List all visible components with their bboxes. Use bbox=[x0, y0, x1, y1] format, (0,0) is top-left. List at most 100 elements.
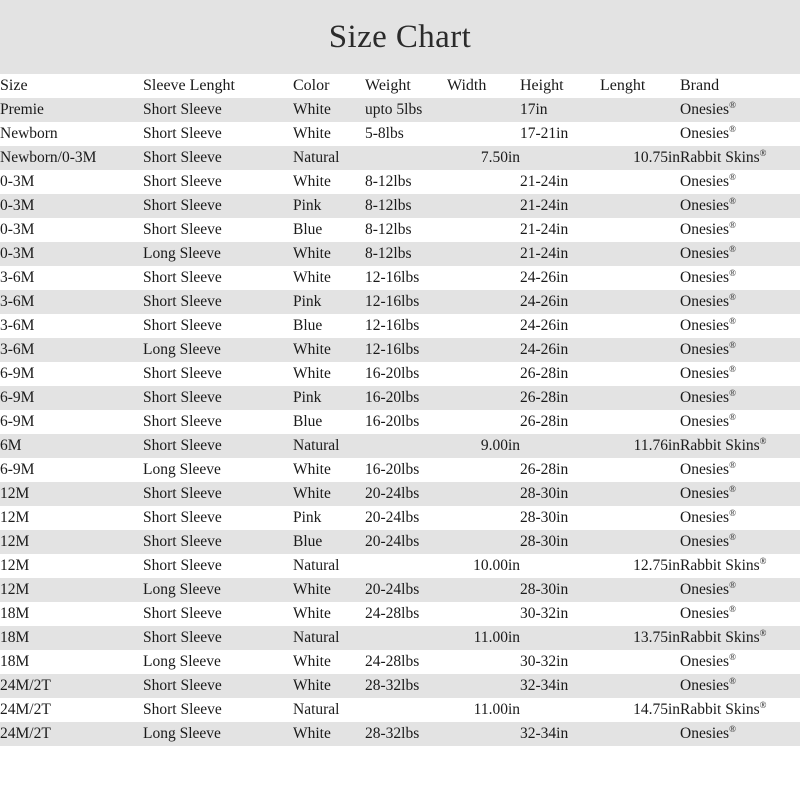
cell-lenght: 10.75in bbox=[633, 149, 680, 166]
cell-size: 18M bbox=[0, 605, 30, 622]
cell-height: 28-30in bbox=[520, 485, 569, 502]
registered-trademark-icon: ® bbox=[729, 603, 736, 614]
cell-size: Premie bbox=[0, 101, 44, 118]
registered-trademark-icon: ® bbox=[729, 267, 736, 278]
cell-brand: Onesies® bbox=[680, 411, 736, 430]
table-row: 3-6M Short Sleeve White 12-16lbs 24-26in Ones… bbox=[0, 266, 800, 290]
cell-brand: Onesies® bbox=[680, 675, 736, 694]
table-row: 18M Short Sleeve White 24-28lbs 30-32in Onesi… bbox=[0, 602, 800, 626]
cell-height bbox=[520, 146, 600, 170]
cell-width bbox=[447, 362, 520, 386]
cell-height: 21-24in bbox=[520, 173, 569, 190]
table-body: Premie Short Sleeve White upto 5lbs 17in Ones… bbox=[0, 98, 800, 746]
cell-size: Newborn/0-3M bbox=[0, 149, 97, 166]
cell-color: Blue bbox=[293, 317, 323, 334]
table-header: Size Sleeve Lenght Color Weight Width He… bbox=[0, 74, 800, 98]
registered-trademark-icon: ® bbox=[759, 699, 767, 710]
column-header-size: Size bbox=[0, 77, 28, 94]
column-header-height: Height bbox=[520, 77, 564, 94]
cell-height: 32-34in bbox=[520, 725, 569, 742]
registered-trademark-icon: ® bbox=[759, 147, 767, 158]
cell-weight: 12-16lbs bbox=[365, 317, 420, 334]
cell-width: 7.50in bbox=[480, 149, 520, 166]
cell-height: 17-21in bbox=[520, 125, 569, 142]
column-header-color: Color bbox=[293, 77, 330, 94]
cell-height: 17in bbox=[520, 101, 548, 118]
cell-lenght bbox=[600, 722, 680, 746]
cell-size: 6-9M bbox=[0, 389, 35, 406]
cell-size: 0-3M bbox=[0, 173, 35, 190]
cell-weight: 16-20lbs bbox=[365, 413, 420, 430]
cell-brand: Onesies® bbox=[680, 123, 736, 142]
cell-lenght bbox=[600, 290, 680, 314]
cell-brand: Onesies® bbox=[680, 459, 736, 478]
cell-size: 3-6M bbox=[0, 341, 35, 358]
cell-width bbox=[447, 122, 520, 146]
cell-color: White bbox=[293, 461, 331, 478]
cell-lenght bbox=[600, 314, 680, 338]
cell-size: 0-3M bbox=[0, 197, 35, 214]
registered-trademark-icon: ® bbox=[729, 651, 736, 662]
cell-size: 3-6M bbox=[0, 317, 35, 334]
cell-height: 24-26in bbox=[520, 269, 569, 286]
table-row: 3-6M Short Sleeve Blue 12-16lbs 24-26in Onesi… bbox=[0, 314, 800, 338]
cell-size: 6M bbox=[0, 437, 22, 454]
cell-color: White bbox=[293, 365, 331, 382]
cell-width bbox=[447, 578, 520, 602]
cell-weight: 16-20lbs bbox=[365, 389, 420, 406]
column-header-width: Width bbox=[447, 77, 487, 94]
cell-sleeve: Short Sleeve bbox=[143, 437, 222, 454]
cell-lenght bbox=[600, 362, 680, 386]
cell-brand: Onesies® bbox=[680, 363, 736, 382]
cell-color: White bbox=[293, 485, 331, 502]
cell-width bbox=[447, 218, 520, 242]
cell-sleeve: Short Sleeve bbox=[143, 317, 222, 334]
cell-size: 0-3M bbox=[0, 221, 35, 238]
table-row: 0-3M Short Sleeve Blue 8-12lbs 21-24in Onesie… bbox=[0, 218, 800, 242]
registered-trademark-icon: ® bbox=[759, 555, 767, 566]
cell-weight: 24-28lbs bbox=[365, 653, 420, 670]
table-row: 6M Short Sleeve Natural 9.00in 11.76in Rabbit… bbox=[0, 434, 800, 458]
cell-height: 30-32in bbox=[520, 653, 569, 670]
table-row: 12M Short Sleeve Blue 20-24lbs 28-30in Onesie… bbox=[0, 530, 800, 554]
cell-lenght bbox=[600, 674, 680, 698]
cell-weight: 24-28lbs bbox=[365, 605, 420, 622]
cell-size: Newborn bbox=[0, 125, 58, 142]
cell-brand: Onesies® bbox=[680, 723, 736, 742]
cell-brand: Rabbit Skins® bbox=[680, 555, 767, 574]
registered-trademark-icon: ® bbox=[729, 171, 736, 182]
cell-color: Natural bbox=[293, 629, 340, 646]
cell-color: White bbox=[293, 245, 331, 262]
cell-width bbox=[447, 482, 520, 506]
cell-sleeve: Short Sleeve bbox=[143, 197, 222, 214]
table-row: 18M Long Sleeve White 24-28lbs 30-32in Onesie… bbox=[0, 650, 800, 674]
cell-weight: upto 5lbs bbox=[365, 101, 423, 118]
table-row: 6-9M Short Sleeve Blue 16-20lbs 26-28in Onesi… bbox=[0, 410, 800, 434]
cell-size: 3-6M bbox=[0, 269, 35, 286]
cell-color: Blue bbox=[293, 413, 323, 430]
table-row: Newborn Short Sleeve White 5-8lbs 17-21in One… bbox=[0, 122, 800, 146]
registered-trademark-icon: ® bbox=[759, 627, 767, 638]
registered-trademark-icon: ® bbox=[729, 675, 736, 686]
bottom-spacer bbox=[0, 746, 800, 756]
registered-trademark-icon: ® bbox=[729, 243, 736, 254]
cell-width bbox=[447, 338, 520, 362]
cell-brand: Onesies® bbox=[680, 219, 736, 238]
page-title: Size Chart bbox=[328, 18, 472, 55]
cell-weight: 8-12lbs bbox=[365, 245, 412, 262]
column-header-sleeve-lenght: Sleeve Lenght bbox=[143, 77, 235, 94]
title-band: Size Chart bbox=[0, 0, 800, 74]
cell-sleeve: Short Sleeve bbox=[143, 509, 222, 526]
cell-sleeve: Short Sleeve bbox=[143, 701, 222, 718]
cell-size: 18M bbox=[0, 629, 30, 646]
cell-size: 12M bbox=[0, 581, 30, 598]
registered-trademark-icon: ® bbox=[729, 219, 736, 230]
cell-weight bbox=[365, 434, 447, 458]
table-row: 18M Short Sleeve Natural 11.00in 13.75in Rabb… bbox=[0, 626, 800, 650]
table-row: 12M Short Sleeve Pink 20-24lbs 28-30in Onesie… bbox=[0, 506, 800, 530]
cell-width bbox=[447, 602, 520, 626]
cell-lenght: 13.75in bbox=[633, 629, 680, 646]
cell-size: 6-9M bbox=[0, 365, 35, 382]
cell-size: 18M bbox=[0, 653, 30, 670]
cell-sleeve: Short Sleeve bbox=[143, 365, 222, 382]
